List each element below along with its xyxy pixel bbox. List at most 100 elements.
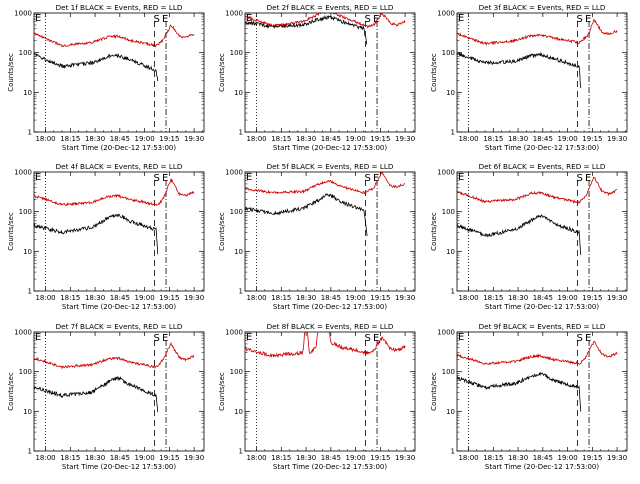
event-marker-label: E — [373, 333, 379, 344]
chart-title: Det 2f BLACK = Events, RED = LLD — [267, 3, 394, 12]
y-tick-label: 1 — [239, 448, 243, 456]
x-tick-label: 18:00 — [35, 135, 55, 143]
y-axis-label: Counts/sec — [7, 53, 15, 92]
chart-title: Det 8f BLACK = Events, RED = LLD — [267, 322, 394, 331]
plot-area — [457, 340, 618, 412]
event-marker-label: S — [153, 14, 159, 25]
lld-series-line — [34, 178, 195, 207]
y-tick-label: 10 — [446, 89, 455, 97]
event-marker-label: E — [373, 14, 379, 25]
lld-series-line — [34, 24, 195, 48]
x-tick-label: 19:15 — [582, 454, 602, 462]
x-axis-label: Start Time (20-Dec-12 17:53:00) — [485, 144, 599, 152]
x-axis-label: Start Time (20-Dec-12 17:53:00) — [485, 303, 599, 311]
event-marker-label: S — [576, 173, 582, 184]
x-axis-label: Start Time (20-Dec-12 17:53:00) — [273, 303, 387, 311]
y-tick-label: 1 — [28, 288, 32, 296]
x-tick-label: 18:45 — [321, 135, 341, 143]
y-axis-label: Counts/sec — [218, 372, 226, 411]
x-axis-label: Start Time (20-Dec-12 17:53:00) — [273, 463, 387, 471]
x-tick-label: 19:30 — [184, 454, 204, 462]
lld-series-line — [457, 340, 618, 366]
plot-frame — [33, 171, 205, 292]
x-tick-label: 18:00 — [458, 135, 478, 143]
plot-area — [34, 24, 195, 82]
y-axis-label: Counts/sec — [218, 212, 226, 251]
y-tick-label: 1000 — [225, 10, 243, 18]
y-axis-label: Counts/sec — [218, 53, 226, 92]
event-marker-label: E — [162, 333, 168, 344]
plot-area — [245, 13, 406, 45]
x-tick-label: 18:30 — [85, 294, 105, 302]
y-tick-label: 10 — [234, 89, 243, 97]
y-tick-label: 10 — [446, 408, 455, 416]
lld-series-line — [457, 176, 618, 205]
chart-panel: Det 8f BLACK = Events, RED = LLD 1 10 100 10… — [218, 322, 416, 471]
event-marker-label: E — [35, 172, 41, 183]
x-tick-label: 18:45 — [533, 294, 553, 302]
plot-frame — [244, 12, 416, 133]
x-tick-label: 19:00 — [345, 454, 365, 462]
event-marker-label: S — [576, 333, 582, 344]
y-tick-label: 1 — [451, 448, 455, 456]
x-tick-label: 19:15 — [582, 135, 602, 143]
x-tick-label: 18:15 — [271, 135, 291, 143]
x-axis-label: Start Time (20-Dec-12 17:53:00) — [62, 463, 176, 471]
x-axis-label: Start Time (20-Dec-12 17:53:00) — [62, 303, 176, 311]
y-axis-label: Counts/sec — [430, 372, 438, 411]
x-tick-label: 18:00 — [35, 454, 55, 462]
x-tick-label: 18:00 — [35, 294, 55, 302]
x-tick-label: 18:45 — [533, 454, 553, 462]
plot-area — [457, 176, 618, 256]
x-tick-label: 18:15 — [60, 294, 80, 302]
y-tick-label: 1000 — [437, 329, 455, 337]
event-marker-label: E — [162, 173, 168, 184]
events-series-line — [457, 213, 582, 256]
x-tick-label: 19:00 — [345, 294, 365, 302]
x-tick-label: 18:15 — [483, 294, 503, 302]
x-tick-label: 19:15 — [159, 454, 179, 462]
x-axis-label: Start Time (20-Dec-12 17:53:00) — [273, 144, 387, 152]
y-tick-label: 10 — [23, 408, 32, 416]
y-axis-label: Counts/sec — [7, 372, 15, 411]
x-tick-label: 18:45 — [110, 454, 130, 462]
x-tick-label: 19:00 — [134, 454, 154, 462]
event-marker-label: E — [35, 332, 41, 343]
event-marker-label: E — [35, 13, 41, 24]
plot-frame — [456, 171, 628, 292]
events-series-line — [457, 371, 582, 412]
x-tick-label: 18:30 — [296, 454, 316, 462]
x-tick-label: 18:30 — [85, 454, 105, 462]
x-tick-label: 18:30 — [508, 135, 528, 143]
events-series-line — [34, 376, 159, 413]
chart-panel: Det 7f BLACK = Events, RED = LLD 1 10 100 10… — [7, 322, 205, 471]
event-marker-label: S — [364, 14, 370, 25]
plot-frame — [33, 331, 205, 452]
x-tick-label: 19:30 — [607, 135, 627, 143]
y-tick-label: 1000 — [225, 329, 243, 337]
event-marker-label: E — [585, 14, 591, 25]
x-tick-label: 18:30 — [296, 135, 316, 143]
x-tick-label: 18:30 — [508, 454, 528, 462]
events-series-line — [34, 52, 159, 82]
chart-panel: Det 9f BLACK = Events, RED = LLD 1 10 100 10… — [430, 322, 628, 471]
y-tick-label: 10 — [23, 248, 32, 256]
y-tick-label: 10 — [23, 89, 32, 97]
chart-title: Det 5f BLACK = Events, RED = LLD — [267, 162, 394, 171]
event-marker-label: E — [458, 332, 464, 343]
x-tick-label: 19:00 — [557, 454, 577, 462]
x-tick-label: 18:30 — [85, 135, 105, 143]
y-tick-label: 1 — [451, 288, 455, 296]
x-tick-label: 18:00 — [246, 294, 266, 302]
chart-title: Det 6f BLACK = Events, RED = LLD — [479, 162, 606, 171]
chart-panel: Det 5f BLACK = Events, RED = LLD 1 10 100 10… — [218, 162, 416, 311]
plot-frame — [244, 171, 416, 292]
y-tick-label: 10 — [234, 248, 243, 256]
plot-area — [245, 332, 406, 358]
x-tick-label: 18:00 — [458, 454, 478, 462]
event-marker-label: E — [246, 332, 252, 343]
x-tick-label: 18:45 — [110, 294, 130, 302]
chart-panel: Det 3f BLACK = Events, RED = LLD 1 10 100 10… — [430, 3, 628, 152]
plot-frame — [33, 12, 205, 133]
x-tick-label: 19:00 — [134, 294, 154, 302]
